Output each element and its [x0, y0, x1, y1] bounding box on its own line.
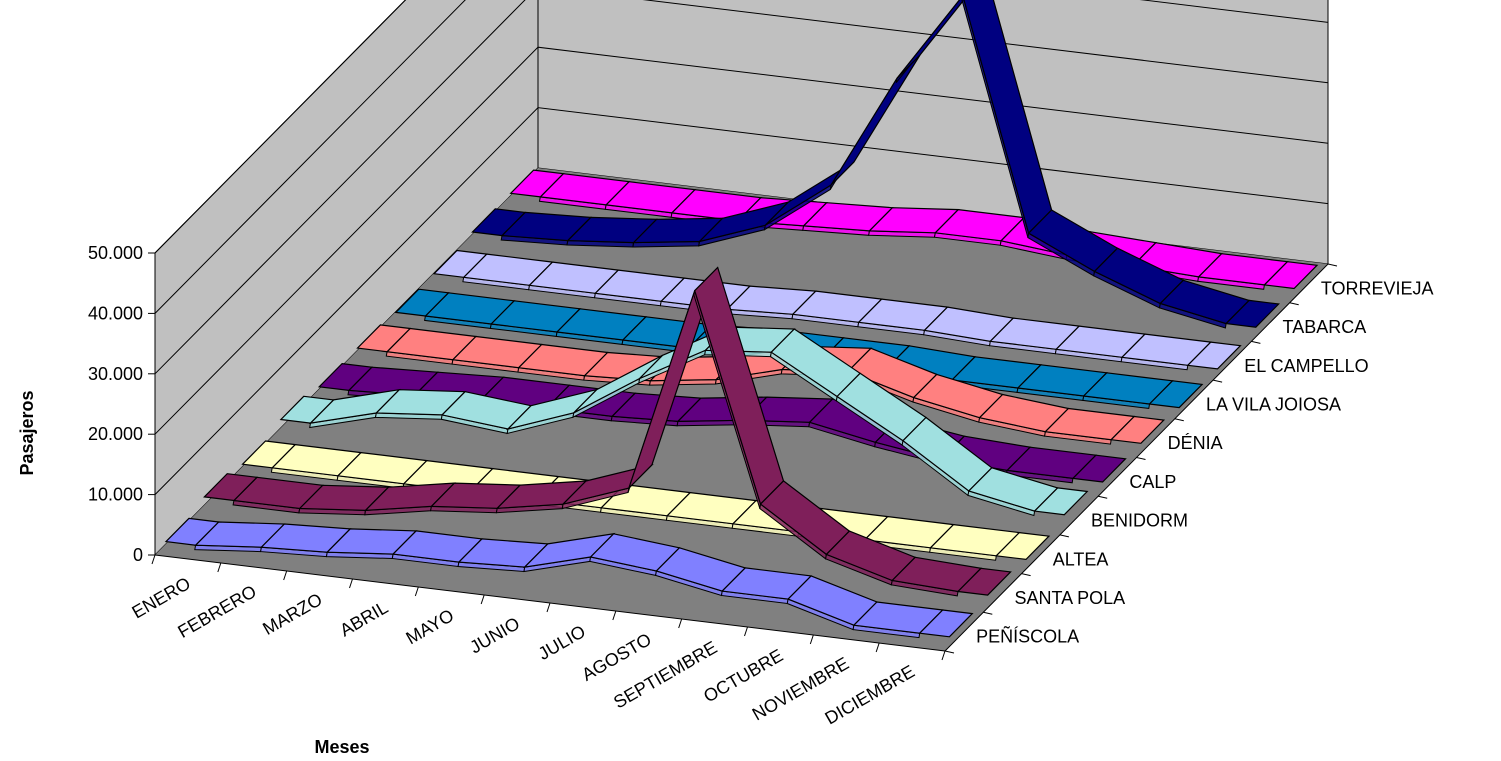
- ribbon-cap: [356, 324, 412, 353]
- ribbon-cap: [432, 249, 488, 278]
- x-tick: [349, 578, 353, 589]
- depth-tick: [944, 650, 955, 654]
- x-tick: [546, 602, 551, 613]
- series-label: CALP: [1129, 472, 1176, 492]
- x-tick: [283, 570, 288, 581]
- y-axis-title: Pasajeros: [17, 390, 37, 475]
- depth-tick: [1136, 457, 1146, 460]
- series-label: DÉNIA: [1168, 433, 1223, 453]
- depth-tick: [1098, 495, 1108, 499]
- depth-tick: [1021, 573, 1031, 577]
- x-tick: [414, 586, 419, 597]
- gridline: [154, 0, 1329, 375]
- x-tick-label: MAYO: [403, 605, 458, 648]
- gridline: [154, 0, 1329, 314]
- x-tick: [875, 642, 880, 653]
- gridline: [154, 46, 1329, 435]
- x-tick: [217, 562, 222, 573]
- ribbon-cap: [1033, 487, 1089, 516]
- series-label: ALTEA: [1053, 549, 1109, 569]
- x-tick: [809, 634, 814, 645]
- x-tick: [480, 594, 485, 605]
- depth-tick: [983, 611, 993, 615]
- x-tick: [678, 618, 683, 629]
- depth-tick: [1174, 418, 1184, 422]
- y-tick-label: 40.000: [88, 303, 143, 323]
- series-label: PEÑÍSCOLA: [976, 626, 1079, 647]
- depth-tick: [1289, 302, 1299, 306]
- ribbon-cap: [203, 473, 259, 502]
- series-label: BENIDORM: [1091, 511, 1188, 531]
- y-tick-label: 20.000: [88, 424, 143, 444]
- ribbon-cap: [279, 395, 335, 424]
- y-tick-label: 50.000: [88, 243, 143, 263]
- ribbon-cap: [509, 169, 565, 198]
- x-tick: [744, 626, 748, 637]
- gridlines: [154, 0, 1329, 495]
- y-tick-label: 10.000: [88, 485, 143, 505]
- ribbon-cap: [956, 567, 1012, 596]
- ribbon-cap: [394, 288, 450, 317]
- x-tick: [151, 554, 156, 565]
- series-label: SANTA POLA: [1014, 588, 1125, 608]
- depth-tick: [1212, 379, 1223, 383]
- x-tick-label: MARZO: [259, 589, 325, 639]
- series-label: LA VILA JOIOSA: [1206, 394, 1341, 414]
- ribbon-cap: [995, 531, 1051, 561]
- x-tick: [612, 610, 617, 621]
- ribbon-segment: [896, 0, 965, 79]
- x-tick-label: ENERO: [128, 573, 193, 622]
- depth-tick: [1059, 534, 1070, 538]
- ribbon-cap: [164, 517, 220, 546]
- series-label: TORREVIEJA: [1321, 278, 1434, 298]
- ribbon-cap: [1263, 261, 1319, 290]
- axes: [148, 252, 1338, 661]
- ribbon-cap: [1148, 380, 1204, 409]
- ribbon-cap: [471, 208, 527, 237]
- gridline: [154, 0, 407, 254]
- depth-tick: [1327, 263, 1338, 267]
- y-tick-label: 0: [133, 545, 143, 565]
- series-label: TABARCA: [1283, 317, 1367, 337]
- depth-tick: [1251, 340, 1261, 344]
- ribbon-cap: [241, 440, 297, 469]
- ribbon-cap: [918, 609, 974, 638]
- x-tick-label: JULIO: [535, 621, 589, 664]
- series-ribbons: [164, 0, 1319, 639]
- ribbon-cap: [1109, 415, 1166, 444]
- x-tick-label: JUNIO: [466, 613, 523, 657]
- series-label: EL CAMPELLO: [1244, 356, 1368, 376]
- ribbon-cap: [1071, 454, 1127, 483]
- y-tick-label: 30.000: [88, 364, 143, 384]
- ribbon-cap: [1186, 341, 1242, 370]
- x-tick-label: ABRIL: [336, 597, 391, 640]
- x-axis-title: Meses: [314, 737, 369, 757]
- ribbon-cap: [317, 362, 374, 392]
- gridline: [154, 107, 1329, 495]
- x-tick: [941, 650, 946, 661]
- ribbon-cap: [1224, 299, 1280, 328]
